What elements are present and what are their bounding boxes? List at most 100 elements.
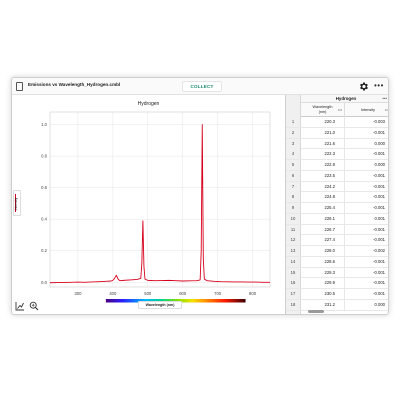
table-body: 1 220.3 -0.003 2 221.0 -0.001 3 221.6 0.000 4 222.…: [286, 117, 388, 311]
cell-intensity[interactable]: -0.001: [373, 291, 385, 296]
cell-wavelength[interactable]: 228.0: [301, 246, 345, 256]
row-index: 9: [286, 203, 301, 213]
dataset-menu-icon[interactable]: •••: [382, 96, 387, 101]
cell-intensity[interactable]: 0.001: [374, 215, 385, 221]
table-row[interactable]: 11 226.7 -0.001: [286, 224, 388, 236]
column-header-wavelength[interactable]: Wavelength (nm) •••: [301, 103, 345, 117]
cell-wavelength[interactable]: 225.4: [301, 203, 345, 213]
table-row[interactable]: 15 229.3 -0.001: [286, 267, 388, 279]
cell-wavelength[interactable]: 223.5: [301, 170, 345, 181]
cell-intensity[interactable]: -0.003: [373, 119, 385, 124]
column-menu-icon[interactable]: •••: [337, 107, 342, 112]
dataset-header[interactable]: Hydrogen •••: [301, 95, 388, 103]
table-row[interactable]: 2 221.0 -0.001: [286, 127, 388, 139]
graph-panel[interactable]: Hydrogen 300 400 500 600 700 800 0.0 0.2 0.4 0.6 0…: [12, 95, 285, 315]
cell-wavelength[interactable]: 224.8: [301, 192, 345, 203]
gear-icon[interactable]: [358, 81, 369, 92]
y-tick-label: 0.2: [41, 248, 47, 253]
row-index: 12: [286, 235, 301, 246]
table-row[interactable]: 10 226.1 0.001: [286, 213, 388, 225]
cell-wavelength[interactable]: 229.3: [301, 267, 345, 278]
table-row[interactable]: 8 224.8 -0.001: [286, 192, 388, 203]
cell-intensity[interactable]: -0.001: [373, 258, 385, 264]
cell-wavelength[interactable]: 221.6: [301, 138, 345, 149]
cell-intensity[interactable]: -0.001: [373, 226, 385, 232]
table-row[interactable]: 16 229.9 -0.001: [286, 278, 388, 289]
table-row[interactable]: 17 230.5 -0.001: [286, 289, 388, 300]
x-axis-label[interactable]: Wavelength (nm): [138, 301, 182, 309]
cell-intensity[interactable]: -0.001: [373, 280, 385, 286]
y-tick-label: 1.0: [41, 122, 47, 127]
cell-intensity[interactable]: -0.001: [373, 129, 385, 135]
row-index: 5: [286, 160, 301, 170]
row-index: 11: [286, 224, 301, 235]
cell-wavelength[interactable]: 227.4: [301, 235, 345, 246]
cell-intensity[interactable]: -0.001: [373, 205, 385, 210]
y-tick-label: 0.6: [41, 185, 47, 190]
cell-wavelength[interactable]: 221.0: [301, 127, 345, 138]
cell-intensity[interactable]: 0.000: [374, 162, 385, 167]
column-menu-icon[interactable]: •••: [384, 107, 389, 112]
x-tick-label: 700: [214, 291, 222, 296]
row-index: 6: [286, 170, 301, 181]
table-row[interactable]: 12 227.4 -0.001: [286, 235, 388, 246]
cell-wavelength[interactable]: 231.2: [301, 299, 345, 310]
cell-intensity[interactable]: -0.002: [373, 248, 385, 253]
cell-intensity[interactable]: -0.001: [373, 183, 385, 189]
cell-intensity[interactable]: -0.001: [373, 269, 385, 275]
table-row[interactable]: 13 228.0 -0.002: [286, 246, 388, 257]
series-color-swatch: [15, 194, 16, 212]
row-index: 4: [286, 149, 301, 160]
cell-wavelength[interactable]: 226.7: [301, 224, 345, 235]
y-tick-label: 0.8: [41, 154, 47, 159]
column-header-intensity-label: Intensity: [360, 107, 376, 112]
table-row[interactable]: 1 220.3 -0.003: [286, 117, 388, 128]
row-index: 18: [286, 299, 301, 310]
y-axis-label-box[interactable]: Intensity: [13, 190, 21, 216]
row-index: 17: [286, 289, 301, 299]
table-row[interactable]: 5 222.9 0.000: [286, 160, 388, 171]
data-table[interactable]: Hydrogen ••• Wavelength (nm) ••• Intensi…: [285, 95, 389, 314]
cell-wavelength[interactable]: 229.9: [301, 278, 345, 289]
row-index: 7: [286, 181, 301, 192]
table-row[interactable]: 14 228.6 -0.001: [286, 256, 388, 268]
y-axis-label: Intensity: [14, 197, 18, 211]
row-index: 2: [286, 127, 301, 138]
zoom-icon[interactable]: [29, 301, 39, 311]
cell-intensity[interactable]: -0.001: [373, 172, 385, 178]
more-icon[interactable]: •••: [374, 81, 384, 90]
visible-spectrum-bar: [105, 299, 246, 303]
table-row[interactable]: 3 221.6 0.000: [286, 138, 388, 150]
cell-wavelength[interactable]: 222.3: [301, 149, 345, 160]
row-index: 16: [286, 278, 301, 289]
graph-tool-icon[interactable]: [15, 301, 25, 311]
table-row[interactable]: 18 231.2 0.000: [286, 299, 388, 311]
row-index: 13: [286, 246, 301, 256]
cell-wavelength[interactable]: 220.3: [301, 117, 345, 127]
column-header-intensity[interactable]: Intensity •••: [345, 103, 389, 117]
collect-button[interactable]: COLLECT: [182, 81, 222, 92]
cell-wavelength[interactable]: 224.2: [301, 181, 345, 192]
cell-wavelength[interactable]: 222.9: [301, 160, 345, 170]
cell-wavelength[interactable]: 226.1: [301, 213, 345, 224]
cell-wavelength[interactable]: 228.6: [301, 256, 345, 267]
table-row[interactable]: 6 223.5 -0.001: [286, 170, 388, 182]
row-index: 1: [286, 117, 301, 127]
cell-intensity[interactable]: -0.001: [373, 237, 385, 243]
x-tick-label: 600: [179, 291, 187, 296]
app-window: Emissions vs Wavelength_Hydrogen.cmbl CO…: [11, 77, 389, 315]
cell-intensity[interactable]: -0.001: [373, 194, 385, 200]
y-tick-label: 0.0: [41, 280, 47, 285]
horizontal-scrollbar[interactable]: [308, 310, 324, 313]
cell-intensity[interactable]: -0.001: [373, 151, 385, 157]
table-row[interactable]: 4 222.3 -0.001: [286, 149, 388, 160]
row-index: 10: [286, 213, 301, 224]
plot-area[interactable]: 300 400 500 600 700 800 0.0 0.2 0.4 0.6 0.8 1.0: [12, 95, 285, 315]
x-tick-label: 500: [144, 291, 152, 296]
cell-intensity[interactable]: 0.000: [374, 140, 385, 146]
table-row[interactable]: 9 225.4 -0.001: [286, 203, 388, 214]
cell-intensity[interactable]: 0.000: [374, 301, 385, 307]
cell-wavelength[interactable]: 230.5: [301, 289, 345, 299]
x-tick-label: 400: [109, 291, 117, 296]
table-row[interactable]: 7 224.2 -0.001: [286, 181, 388, 193]
